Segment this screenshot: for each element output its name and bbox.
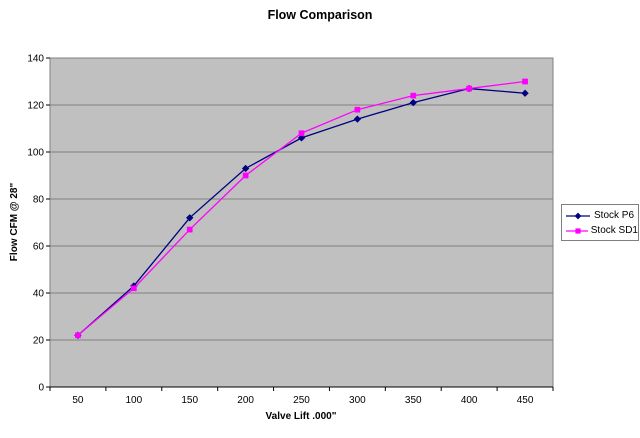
y-tick-label: 20 <box>33 336 45 347</box>
x-tick-label: 200 <box>237 395 254 406</box>
series-marker-1 <box>466 85 473 92</box>
chart-title: Flow Comparison <box>267 8 373 22</box>
series-marker-1 <box>186 226 193 233</box>
series-marker-1 <box>354 106 361 113</box>
legend-swatch-square-icon <box>566 227 588 234</box>
series-marker-0 <box>521 89 529 98</box>
x-tick-label: 50 <box>72 395 84 406</box>
y-tick-label: 140 <box>27 54 44 65</box>
chart-layer: 0 20 40 60 80 100 120 140 50 100 150 200 250 300 350 40… <box>27 54 554 406</box>
x-axis-title: Valve Lift .000" <box>266 411 337 422</box>
legend-swatch-diamond-icon <box>566 212 590 219</box>
series-marker-1 <box>522 78 528 85</box>
y-tick-label: 80 <box>33 195 45 206</box>
x-tick-label: 400 <box>461 395 478 406</box>
legend-label: Stock P6 <box>594 210 635 221</box>
series-marker-1 <box>410 92 417 99</box>
x-tick-label: 150 <box>181 395 198 406</box>
y-tick-label: 0 <box>38 383 44 394</box>
series-marker-1 <box>242 172 249 179</box>
y-axis-title: Flow CFM @ 28" <box>9 183 20 262</box>
x-tick-label: 250 <box>293 395 310 406</box>
y-tick-label: 100 <box>27 148 44 159</box>
series-marker-1 <box>298 130 305 137</box>
series-marker-0 <box>185 214 194 222</box>
x-tick-label: 300 <box>349 395 366 406</box>
legend-label: Stock SD1 <box>590 225 638 236</box>
y-tick-label: 60 <box>33 242 45 253</box>
legend: Stock P6 Stock SD1 <box>561 204 639 241</box>
series-marker-1 <box>130 285 137 292</box>
series-marker-0 <box>353 115 362 123</box>
legend-entry-0: Stock P6 <box>565 208 638 223</box>
legend-entry-1: Stock SD1 <box>565 223 638 238</box>
plot-area <box>49 57 554 388</box>
x-tick-label: 450 <box>517 395 534 406</box>
y-tick-label: 120 <box>27 101 44 112</box>
series-marker-1 <box>75 332 81 339</box>
y-tick-label: 40 <box>33 289 45 300</box>
x-tick-label: 350 <box>405 395 422 406</box>
x-tick-label: 100 <box>125 395 142 406</box>
series-marker-0 <box>241 164 250 173</box>
series-marker-0 <box>409 98 418 107</box>
series-marker-0 <box>297 134 306 142</box>
